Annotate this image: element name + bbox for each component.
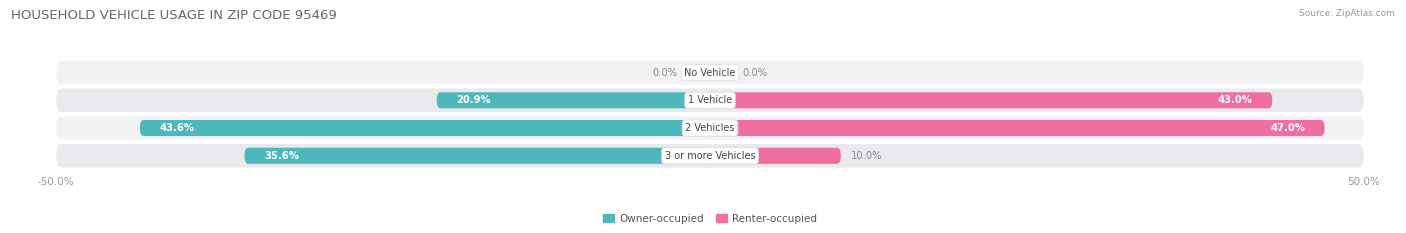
FancyBboxPatch shape <box>56 116 1364 140</box>
FancyBboxPatch shape <box>245 148 710 164</box>
Text: 43.6%: 43.6% <box>159 123 194 133</box>
Text: 3 or more Vehicles: 3 or more Vehicles <box>665 151 755 161</box>
FancyBboxPatch shape <box>710 120 1324 136</box>
FancyBboxPatch shape <box>56 144 1364 168</box>
Text: 0.0%: 0.0% <box>652 68 678 78</box>
FancyBboxPatch shape <box>141 120 710 136</box>
Text: HOUSEHOLD VEHICLE USAGE IN ZIP CODE 95469: HOUSEHOLD VEHICLE USAGE IN ZIP CODE 9546… <box>11 9 337 22</box>
FancyBboxPatch shape <box>56 89 1364 112</box>
FancyBboxPatch shape <box>437 92 710 108</box>
Text: 10.0%: 10.0% <box>851 151 883 161</box>
Text: 35.6%: 35.6% <box>264 151 299 161</box>
Text: 47.0%: 47.0% <box>1270 123 1305 133</box>
Text: No Vehicle: No Vehicle <box>685 68 735 78</box>
Text: 43.0%: 43.0% <box>1218 95 1253 105</box>
Text: 2 Vehicles: 2 Vehicles <box>685 123 735 133</box>
FancyBboxPatch shape <box>56 61 1364 84</box>
Text: 1 Vehicle: 1 Vehicle <box>688 95 733 105</box>
FancyBboxPatch shape <box>710 92 1272 108</box>
Text: 0.0%: 0.0% <box>742 68 768 78</box>
Text: Source: ZipAtlas.com: Source: ZipAtlas.com <box>1299 9 1395 18</box>
Legend: Owner-occupied, Renter-occupied: Owner-occupied, Renter-occupied <box>599 209 821 228</box>
FancyBboxPatch shape <box>710 148 841 164</box>
Text: 20.9%: 20.9% <box>457 95 491 105</box>
